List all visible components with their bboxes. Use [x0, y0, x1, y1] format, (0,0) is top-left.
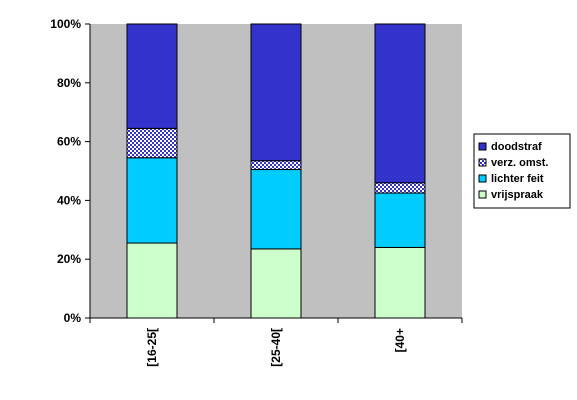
axes-group: 0% 20% 40% 60% 80% 100% [16-25[ [25-40[ [40+	[50, 17, 463, 367]
x-tick-label: [25-40[	[269, 328, 283, 367]
legend-label: lichter feit	[491, 173, 544, 185]
y-tick-label: 40%	[57, 193, 81, 207]
legend-swatch	[478, 174, 487, 183]
legend-label: verz. omst.	[491, 157, 548, 169]
bars-group	[126, 23, 426, 319]
bar-segment-verz-omst--2	[250, 160, 302, 171]
bar-segment-doodstraf-3	[374, 23, 426, 184]
legend-label: doodstraf	[491, 141, 542, 153]
legend-label: vrijspraak	[491, 189, 544, 201]
bar-segment-lichter-feit-3	[374, 192, 426, 248]
y-tick-label: 100%	[50, 17, 81, 31]
bar-segment-vrijspraak-2	[250, 248, 302, 319]
legend-swatch	[478, 190, 487, 199]
y-tick-label: 80%	[57, 76, 81, 90]
bar-segment-vrijspraak-1	[126, 242, 178, 319]
bar-segment-verz-omst--3	[374, 182, 426, 194]
bar-segment-doodstraf-2	[250, 23, 302, 162]
legend-swatch	[478, 158, 487, 167]
bar-segment-verz-omst--1	[126, 127, 178, 159]
bar-segment-doodstraf-1	[126, 23, 178, 129]
bar-segment-vrijspraak-3	[374, 246, 426, 319]
x-tick-label: [40+	[393, 328, 407, 352]
bar-segment-lichter-feit-1	[126, 157, 178, 244]
y-tick-label: 0%	[64, 311, 82, 325]
legend-swatch	[478, 142, 487, 151]
x-tick-label: [16-25[	[145, 328, 159, 367]
bar-segment-lichter-feit-2	[250, 169, 302, 250]
legend: doodstraf verz. omst. lichter feit vrijspra…	[473, 133, 571, 209]
y-tick-label: 60%	[57, 135, 81, 149]
y-tick-label: 20%	[57, 252, 81, 266]
legend-box	[473, 133, 571, 209]
